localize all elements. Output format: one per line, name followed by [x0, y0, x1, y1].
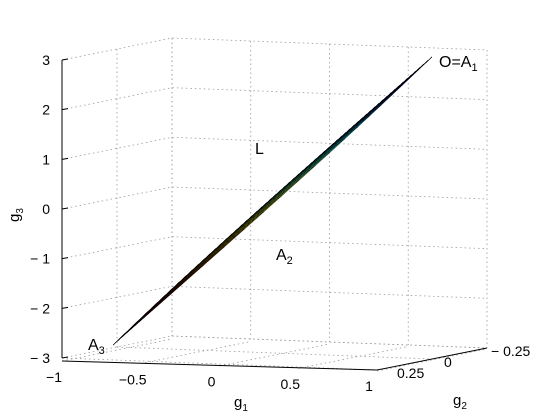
grid-line-z: [61, 285, 488, 309]
x-tick-label: −0.5: [119, 371, 147, 387]
y-axis-label: g2: [453, 392, 467, 412]
annotation-a2: A2: [276, 247, 293, 267]
grid-line-z: [61, 186, 488, 210]
z-tick-mark: [61, 108, 69, 111]
surface-cell: [135, 304, 160, 326]
annotation-origin: O=A1: [439, 54, 478, 74]
tick-labels: − 3 − 2 − 1 0 1 2 3 −1 −0.5 0 0.5 1 0.25 0 − 0.25: [30, 52, 530, 394]
grid-line-z: [61, 37, 488, 61]
surface-mesh: [112, 56, 433, 346]
y-axis: [376, 347, 488, 371]
z-tick-mark: [61, 306, 69, 309]
axis-lines: [61, 58, 488, 371]
surface-cell: [179, 265, 204, 287]
grid-lines: [61, 37, 488, 372]
x-axis-label: g1: [234, 394, 248, 414]
annotation-l: L: [255, 141, 264, 158]
y-tick-label: 0: [444, 354, 452, 370]
grid-line-z: [61, 335, 488, 359]
floor-grid-line: [298, 346, 409, 369]
floor-grid-line: [140, 341, 251, 364]
z-tick-mark: [61, 58, 69, 61]
annotation-a3: A3: [88, 337, 105, 357]
z-tick-label: − 2: [30, 300, 50, 316]
z-tick-mark: [61, 157, 69, 160]
surface-cell: [353, 115, 371, 130]
surface-cell: [340, 126, 359, 143]
grid-line-z: [61, 236, 488, 260]
z-axis-label: g3: [6, 208, 26, 222]
y-tick-label: − 0.25: [491, 343, 531, 359]
z-tick-mark: [61, 257, 69, 260]
floor-grid-line: [61, 357, 378, 371]
x-tick-label: −1: [46, 369, 62, 385]
floor-grid-line: [61, 338, 173, 362]
x-tick-label: 0: [208, 374, 216, 390]
z-tick-label: − 3: [30, 350, 50, 366]
x-tick-label: 1: [365, 378, 373, 394]
floor-grid-line: [376, 348, 488, 372]
surface-cell: [240, 211, 265, 232]
floor-grid-line: [116, 346, 433, 360]
surface-cell: [157, 284, 182, 306]
y-tick-label: 0.25: [397, 365, 424, 381]
z-tick-label: 3: [42, 52, 50, 68]
surface-cell: [366, 104, 382, 119]
x-axis: [61, 360, 378, 371]
z-tick-mark: [61, 207, 69, 210]
surface-cell: [421, 56, 433, 67]
floor-grid-line: [171, 335, 488, 349]
surface-cell: [112, 324, 137, 346]
z-tick-label: 0: [42, 201, 50, 217]
surface-cell: [389, 84, 403, 97]
surface-cell: [378, 94, 393, 108]
surface-cell: [259, 195, 283, 215]
grid-line-z: [61, 136, 488, 160]
surface-cell: [400, 75, 413, 87]
z-tick-mark: [61, 356, 69, 359]
floor-grid-line: [219, 343, 330, 367]
surface-cell: [200, 246, 225, 268]
z-tick-label: − 1: [30, 251, 50, 267]
z-tick-label: 1: [42, 151, 50, 167]
z-tick-label: 2: [42, 102, 50, 118]
surface-cell: [221, 228, 245, 250]
x-tick-label: 0.5: [281, 376, 301, 392]
grid-line-z: [61, 87, 488, 111]
